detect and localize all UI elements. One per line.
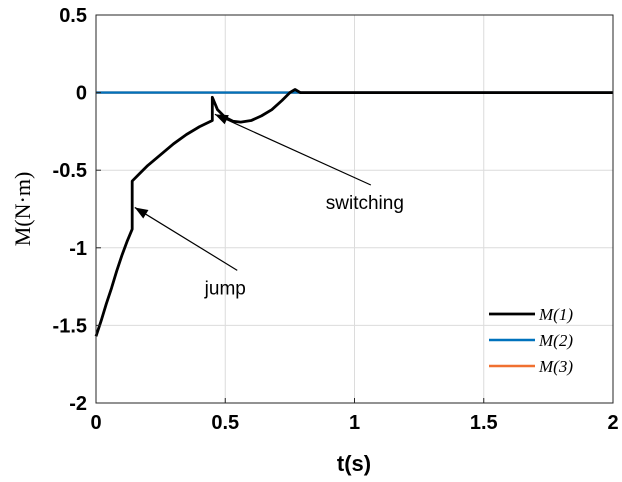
y-tick-label: -1	[69, 238, 87, 260]
x-axis-label: t(s)	[337, 451, 371, 476]
annotation-text: jump	[204, 278, 246, 299]
annotation-arrow-line	[214, 113, 372, 186]
x-tick-label: 1.5	[470, 412, 498, 434]
y-tick-label: -0.5	[53, 160, 87, 182]
annotations-layer: switching jump	[134, 113, 404, 299]
series-layer	[94, 88, 613, 337]
annotation-arrow-head	[134, 207, 149, 219]
y-tick-label: -1.5	[53, 315, 87, 337]
x-tick-label: 1	[349, 412, 360, 434]
y-tick-label: 0.5	[59, 5, 87, 27]
series-line-M1	[94, 88, 613, 337]
annotation-arrow-line	[134, 206, 238, 271]
y-tick-label: 0	[76, 83, 87, 105]
x-tick-label: 0	[90, 412, 101, 434]
y-axis-label: M(N·m)	[10, 172, 35, 247]
legend-label: M(2)	[538, 331, 573, 350]
x-tick-label: 0.5	[211, 412, 239, 434]
annotation-arrow-head	[214, 114, 229, 125]
x-tick-label: 2	[607, 412, 618, 434]
legend-label: M(3)	[538, 357, 573, 376]
annotation-text: switching	[326, 193, 404, 214]
legend: M(1) M(2) M(3)	[489, 305, 573, 376]
ticks-layer: 0 0.5 1 1.5 2 0.5 0 -0.5 -1 -1.5 -2	[53, 5, 619, 434]
y-tick-label: -2	[69, 393, 87, 415]
legend-label: M(1)	[538, 305, 573, 324]
